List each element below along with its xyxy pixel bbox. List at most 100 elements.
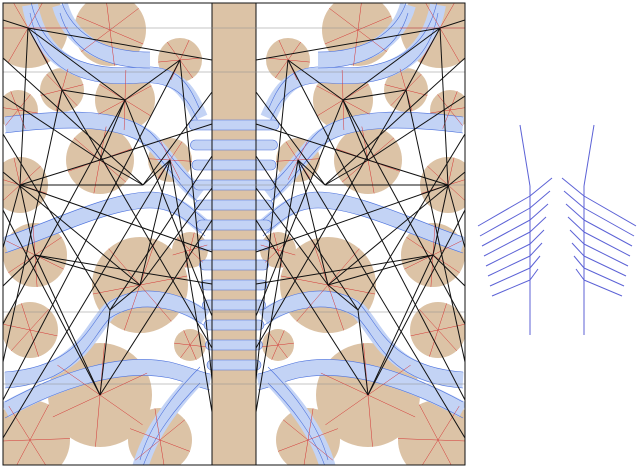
tree-edge	[529, 177, 553, 197]
red-crease	[357, 15, 392, 31]
black-crease	[61, 89, 213, 349]
river-edge	[29, 12, 201, 127]
red-crease	[406, 237, 434, 256]
red-crease	[189, 332, 200, 346]
black-crease	[109, 155, 213, 311]
red-crease	[287, 159, 299, 180]
red-crease	[437, 439, 452, 465]
red-crease	[367, 137, 395, 161]
red-crease	[8, 405, 31, 441]
tree-edge	[567, 216, 585, 233]
red-crease	[29, 404, 49, 441]
red-crease	[268, 332, 279, 346]
black-crease	[297, 159, 326, 186]
black-crease	[255, 159, 299, 413]
black-crease	[3, 89, 63, 363]
red-crease	[399, 68, 407, 91]
red-crease	[422, 439, 439, 465]
tree-edge	[569, 229, 585, 245]
black-crease	[439, 27, 449, 186]
river-edge	[4, 306, 206, 389]
red-crease	[108, 248, 141, 286]
red-crease	[327, 248, 360, 286]
red-crease	[172, 249, 191, 256]
tree-edge	[489, 267, 531, 287]
black-crease	[3, 19, 29, 29]
black-crease	[327, 254, 434, 286]
black-crease	[367, 159, 449, 186]
red-crease	[179, 59, 193, 79]
tree-edge	[583, 124, 595, 187]
river-edge	[4, 111, 201, 188]
red-crease	[154, 408, 161, 441]
red-crease	[307, 439, 333, 461]
black-crease	[19, 184, 213, 253]
red-crease	[297, 158, 320, 161]
red-crease	[109, 29, 144, 45]
red-crease	[307, 428, 338, 441]
black-crease	[27, 27, 126, 101]
red-crease	[277, 249, 296, 256]
strip-band	[206, 359, 262, 371]
red-crease	[278, 439, 309, 452]
river-edge	[139, 366, 201, 461]
red-crease	[29, 329, 39, 357]
red-crease	[159, 140, 171, 161]
tree-edge	[481, 219, 531, 247]
red-crease	[7, 27, 29, 63]
red-crease	[277, 344, 288, 358]
river-edge	[61, 3, 151, 53]
red-crease	[123, 284, 141, 331]
red-crease	[342, 99, 370, 115]
river-band	[262, 112, 465, 202]
red-crease	[158, 59, 181, 63]
red-crease	[189, 232, 195, 251]
red-crease	[5, 109, 19, 126]
red-crease	[174, 342, 191, 346]
red-crease	[139, 275, 188, 286]
red-crease	[99, 394, 143, 426]
tree-edge	[561, 177, 585, 197]
square-border	[2, 2, 466, 466]
red-crease	[275, 59, 289, 79]
river-edge	[262, 290, 464, 373]
red-crease	[429, 329, 439, 357]
black-crease	[3, 59, 181, 401]
tree-edge	[583, 231, 631, 257]
black-crease	[34, 254, 213, 285]
river-edge	[317, 3, 407, 53]
black-crease	[255, 91, 326, 186]
red-crease	[148, 158, 171, 161]
central-flap	[212, 3, 256, 465]
black-crease	[287, 59, 344, 101]
red-crease	[95, 394, 101, 447]
red-crease	[367, 159, 375, 194]
strip-band	[197, 239, 271, 251]
red-crease	[130, 428, 161, 441]
red-crease	[29, 329, 58, 337]
black-creases	[3, 19, 465, 439]
red-crease	[357, 29, 387, 52]
red-crease	[159, 439, 190, 452]
river-edge	[267, 111, 464, 188]
black-crease	[34, 254, 141, 286]
black-crease	[3, 99, 126, 325]
strip-band	[190, 139, 278, 151]
tree-edge	[529, 229, 545, 245]
red-crease	[139, 284, 172, 322]
river-edge	[262, 306, 464, 389]
strip-band	[188, 119, 280, 131]
central-strip	[188, 3, 280, 465]
red-crease	[3, 323, 31, 331]
red-crease	[276, 159, 299, 162]
black-crease	[357, 309, 369, 396]
red-crease	[10, 91, 19, 111]
black-crease	[297, 159, 329, 286]
red-crease	[277, 330, 285, 346]
black-crease	[3, 254, 36, 287]
black-crease	[447, 184, 465, 249]
red-crease	[109, 29, 115, 66]
black-crease	[99, 123, 213, 161]
red-crease	[342, 99, 345, 130]
